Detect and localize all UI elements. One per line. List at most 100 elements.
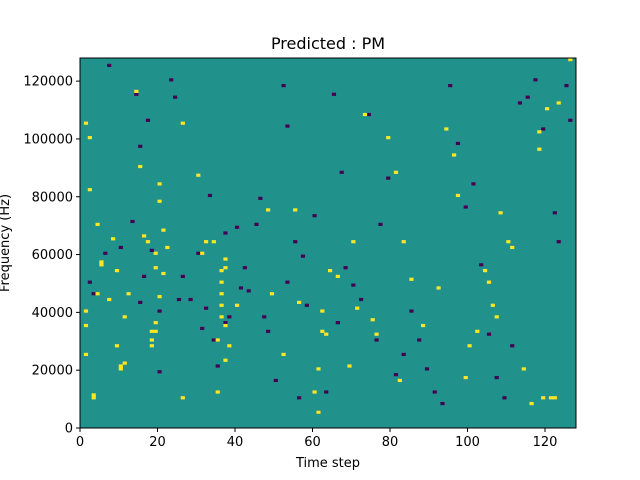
y-tick-label: 60000	[32, 248, 73, 263]
x-tick-label: 40	[227, 435, 244, 450]
x-tick-label: 100	[455, 435, 480, 450]
heatmap-cell-high	[529, 401, 534, 406]
x-tick-label: 20	[149, 435, 166, 450]
heatmap-cell-low	[254, 222, 259, 226]
heatmap-cell-low	[157, 370, 162, 374]
heatmap-cell-low	[440, 401, 445, 406]
heatmap-cell-low	[510, 344, 515, 348]
heatmap-cell-high	[455, 193, 461, 198]
heatmap-cell-high	[114, 269, 120, 273]
heatmap-cell-low	[196, 251, 201, 255]
heatmap-cell-high	[409, 277, 414, 281]
heatmap-cell-low	[138, 300, 143, 304]
heatmap-cell-high	[142, 234, 147, 238]
heatmap-cell-low	[494, 375, 499, 380]
heatmap-cell-low	[238, 286, 244, 290]
heatmap-cell-low	[331, 92, 337, 96]
heatmap-cell-low	[285, 124, 290, 128]
heatmap-cell-high	[537, 130, 542, 134]
heatmap-cell-high	[316, 367, 321, 371]
heatmap-cell-low	[258, 196, 263, 200]
heatmap-cell-low	[169, 78, 174, 82]
heatmap-cell-low	[149, 248, 154, 252]
heatmap-cell-high	[421, 323, 426, 328]
heatmap-cell-high	[370, 318, 375, 322]
heatmap-cell-low	[448, 84, 453, 88]
heatmap-cell-low	[541, 127, 546, 131]
heatmap-cell-low	[417, 338, 422, 342]
heatmap-cell-high	[157, 295, 162, 299]
heatmap-cell-high	[122, 361, 127, 365]
heatmap-cell-low	[432, 390, 437, 394]
heatmap-cell-high	[347, 364, 352, 368]
heatmap-cell-low	[103, 251, 108, 255]
heatmap-cell-high	[165, 245, 170, 250]
heatmap-cell-low	[285, 280, 290, 284]
heatmap-cell-high	[111, 237, 116, 241]
axes: 0 20 40 60 80 100 120 0 20000 40000 60000 80000 1000…	[23, 57, 577, 450]
heatmap-cell-low	[266, 329, 271, 333]
heatmap-cell-high	[145, 240, 151, 244]
heatmap-cell-high	[568, 58, 573, 62]
heatmap-cell-high	[312, 390, 317, 394]
heatmap-cell-high	[153, 329, 158, 333]
heatmap-cell-low	[463, 205, 468, 209]
heatmap-cell-high	[149, 344, 154, 348]
plot-frame	[79, 57, 577, 429]
heatmap-cell-high	[266, 208, 271, 212]
heatmap-cell-high	[223, 266, 228, 270]
heatmap-cell-high	[328, 269, 333, 273]
heatmap-cell-low	[293, 240, 298, 244]
heatmap-cell-high	[91, 393, 96, 397]
heatmap-cell-high	[95, 292, 100, 296]
heatmap-cell-high	[219, 303, 224, 307]
heatmap-cell-high	[556, 101, 561, 105]
heatmap-cell-high	[153, 266, 158, 270]
heatmap-cell-high	[219, 315, 224, 319]
y-tick-label: 0	[65, 422, 73, 437]
heatmap-cell-high	[157, 182, 162, 186]
heatmap-cell-low	[207, 193, 213, 198]
heatmap-cell-low	[393, 373, 399, 377]
heatmap-cell-high	[393, 170, 399, 174]
heatmap-cell-high	[552, 396, 557, 400]
heatmap-cell-low	[479, 263, 484, 267]
heatmap-cell-high	[83, 121, 89, 125]
heatmap-cell-low	[335, 321, 340, 325]
heatmap-cell-high	[320, 329, 325, 333]
heatmap-cell-high	[521, 367, 526, 371]
heatmap-cell-low	[502, 396, 507, 400]
heatmap-cell-high	[161, 228, 166, 232]
heatmap-cell-high	[215, 338, 220, 342]
heatmap-cell-low	[246, 289, 251, 293]
heatmap-cell-low	[471, 182, 476, 186]
heatmap-cell-low	[378, 222, 383, 226]
heatmap-cell-low	[304, 303, 309, 307]
heatmap-cell-low	[223, 231, 228, 235]
heatmap-cell-high	[452, 153, 457, 157]
heatmap-cell-high	[463, 375, 468, 380]
heatmap-cell-low	[351, 283, 356, 287]
heatmap-cell-high	[510, 245, 515, 250]
y-tick-label: 100000	[23, 132, 73, 147]
heatmap-cell-low	[409, 309, 414, 313]
heatmap-cell-high	[223, 323, 228, 328]
heatmap-cell-high	[83, 323, 89, 328]
heatmap-cell-low	[281, 84, 286, 88]
heatmap-cell-high	[83, 352, 89, 357]
heatmap-cell-low	[242, 266, 247, 270]
heatmap-cell-high	[99, 260, 104, 264]
heatmap-cell-low	[552, 211, 557, 215]
heatmap-cell-high	[83, 309, 89, 313]
heatmap-cell-low	[130, 219, 135, 224]
heatmap-cell-high	[204, 240, 209, 244]
heatmap-cell-high	[223, 257, 228, 261]
plot-area	[80, 58, 576, 428]
heatmap-cell-high	[161, 271, 166, 276]
heatmap-cells	[83, 58, 573, 414]
heatmap-cell-low	[87, 280, 92, 284]
heatmap-cell-high	[87, 188, 92, 192]
heatmap-cell-high	[490, 303, 495, 307]
heatmap-cell-high	[316, 410, 321, 414]
heatmap-cell-low	[173, 95, 178, 99]
